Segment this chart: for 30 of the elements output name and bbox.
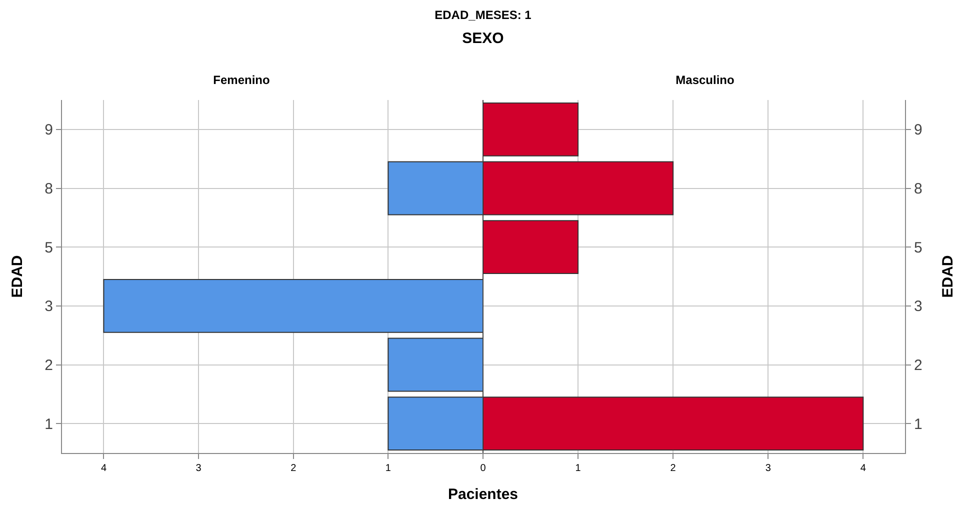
y-tick-label: 9 (914, 122, 922, 139)
y-tick-label: 9 (44, 122, 53, 139)
x-tick-label: 0 (480, 463, 486, 474)
bar (483, 220, 579, 274)
x-tick-label: 4 (860, 463, 866, 474)
y-tick-label: 2 (914, 357, 922, 374)
x-tick-label: 3 (765, 463, 772, 474)
x-tick-label: 1 (575, 463, 582, 474)
y-tick-label: 8 (44, 180, 53, 198)
y-tick-label: 3 (44, 298, 53, 316)
y-tick-label: 2 (44, 357, 53, 374)
y-tick-label: 5 (44, 239, 53, 256)
y2-axis-title: EDAD (940, 255, 956, 298)
text: EDAD_MESES: 1 (434, 8, 532, 22)
x-axis-title: Pacientes (446, 486, 520, 503)
chart-title: Masculino (676, 73, 734, 87)
x-tick-label: 2 (290, 463, 297, 474)
x-tick-label: 2 (670, 463, 676, 474)
x-tick-label: 4 (100, 463, 107, 474)
x-tick-label: 1 (385, 463, 392, 474)
y-tick-label: 5 (914, 239, 922, 256)
x-tick-label: 3 (196, 463, 202, 474)
y-tick-label: 8 (914, 180, 922, 198)
y-tick-label: 1 (914, 416, 922, 433)
y-tick-label: 1 (44, 416, 53, 433)
text: SEXO (461, 30, 505, 47)
y-axis-title: EDAD (9, 255, 26, 298)
bar (483, 102, 579, 156)
y-tick-label: 3 (914, 298, 922, 316)
chart-title: Femenino (213, 73, 270, 87)
